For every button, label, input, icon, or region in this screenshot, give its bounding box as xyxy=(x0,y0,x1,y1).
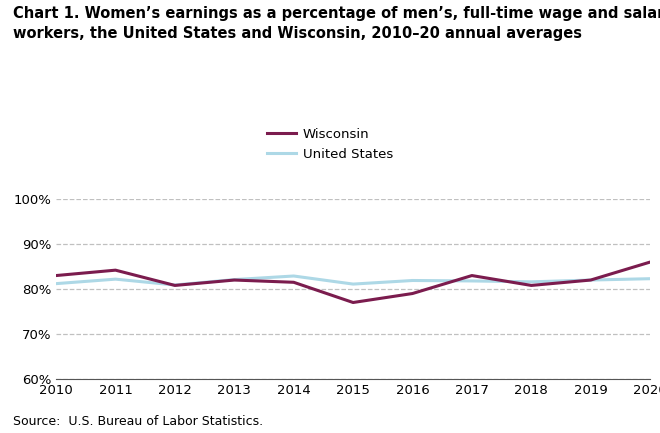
Legend: Wisconsin, United States: Wisconsin, United States xyxy=(267,128,393,161)
Text: Chart 1. Women’s earnings as a percentage of men’s, full-time wage and salary
wo: Chart 1. Women’s earnings as a percentag… xyxy=(13,6,660,41)
Text: Source:  U.S. Bureau of Labor Statistics.: Source: U.S. Bureau of Labor Statistics. xyxy=(13,415,263,428)
